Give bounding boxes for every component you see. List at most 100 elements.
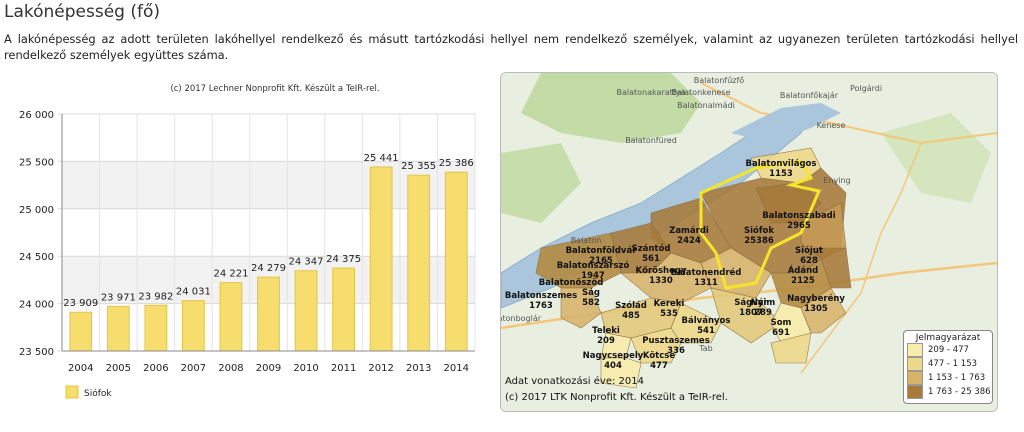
town-value-label: 485 — [622, 311, 640, 321]
x-tick-label: 2008 — [218, 363, 243, 374]
town-value-label: 1330 — [649, 276, 673, 286]
map-place-label: Kenese — [817, 121, 846, 130]
town-name-label: Pusztaszemes — [642, 336, 710, 346]
map-place-label: Balatonboglár — [501, 314, 542, 323]
map-region — [800, 287, 847, 334]
x-tick-label: 2014 — [444, 363, 469, 374]
map-legend-title: Jelmagyarázat — [915, 333, 981, 343]
y-tick-label: 25 500 — [19, 157, 54, 168]
map-legend-row: 209 - 477 — [907, 343, 992, 357]
road — [700, 82, 997, 145]
bar — [332, 267, 355, 352]
map-place-label: Enying — [823, 176, 850, 185]
bar-data-label: 25 386 — [439, 158, 474, 169]
town-value-label: 541 — [697, 326, 715, 336]
y-tick-label: 24 000 — [19, 300, 54, 311]
bar — [69, 311, 93, 352]
y-tick-label: 25 000 — [19, 205, 54, 216]
map-legend-row: 1 763 - 25 386 — [907, 385, 992, 399]
town-name-label: Balatonendréd — [671, 267, 742, 278]
chart-credit: (c) 2017 Lechner Nonprofit Kft. Készült … — [170, 83, 379, 94]
town-name-label: Kereki — [654, 299, 685, 309]
map-place-label: Tab — [698, 344, 713, 353]
bar — [369, 166, 393, 352]
bar — [407, 174, 431, 352]
map-place-label: Balatonkenese — [672, 88, 731, 97]
bar-data-label: 25 441 — [364, 153, 399, 164]
town-name-label: Nagycsepely — [583, 351, 644, 361]
town-name-label: Siójut — [795, 245, 823, 256]
town-name-label: Kötcse — [643, 351, 675, 361]
bar-data-label: 24 375 — [326, 254, 361, 265]
town-value-label: 1947 — [581, 271, 605, 281]
map-legend-label: 209 - 477 — [928, 345, 969, 355]
town-value-label: 535 — [660, 309, 678, 319]
map-region — [710, 287, 782, 344]
town-name-label: Szántód — [632, 243, 671, 254]
map-place-label: Balatonfőkajár — [780, 91, 839, 100]
town-name-label: Ság — [582, 288, 600, 298]
bar — [144, 304, 168, 352]
bar — [182, 300, 205, 352]
bar-data-label: 23 971 — [101, 292, 136, 303]
grid-band — [62, 161, 475, 209]
forest-area — [521, 73, 701, 143]
town-name-label: Balatonvilágos — [746, 159, 817, 169]
x-tick-label: 2010 — [293, 363, 318, 374]
town-name-label: Balatonőszöd — [539, 278, 604, 288]
map-place-label: Balatonfüred — [625, 136, 677, 145]
bar-data-label: 24 347 — [289, 257, 324, 268]
town-name-label: Szólád — [615, 300, 647, 311]
bar-data-label: 24 031 — [176, 287, 211, 298]
map-place-label: Balatonfűzfő — [694, 76, 745, 85]
town-value-label: 25386 — [744, 236, 774, 246]
town-value-label: 2424 — [677, 236, 701, 246]
bar — [219, 282, 243, 352]
town-value-label: 1311 — [694, 278, 718, 288]
forest-area — [881, 113, 991, 203]
map-region — [630, 327, 682, 364]
town-name-label: Zamárdi — [669, 226, 709, 236]
map-place-label: Balatonalmádi — [677, 101, 735, 110]
town-name-label: Teleki — [592, 326, 620, 336]
highlighted-siofok-border — [699, 159, 822, 290]
town-value-label: 1807 — [739, 308, 763, 318]
x-tick-label: 2007 — [181, 363, 206, 374]
bar — [444, 171, 468, 352]
town-value-label: 336 — [667, 346, 685, 356]
map-legend: Jelmagyarázat 209 - 477 477 - 1 153 1 153 … — [903, 330, 993, 404]
town-value-label: 289 — [754, 308, 772, 318]
map-legend-row: 477 - 1 153 — [907, 357, 992, 371]
town-name-label: Ságvár — [734, 298, 768, 308]
x-tick-label: 2011 — [331, 363, 356, 374]
town-name-label: Bálványos — [682, 316, 731, 326]
map-legend-swatch — [907, 371, 923, 385]
map-legend-label: 1 153 - 1 763 — [928, 373, 986, 383]
map-region — [670, 302, 722, 344]
map-region — [810, 247, 852, 289]
town-name-label: Balatonföldvár — [566, 246, 638, 256]
town-name-label: Balatonszemes — [505, 291, 577, 301]
town-value-label: 477 — [650, 361, 668, 371]
town-name-label: Siófok — [744, 225, 774, 236]
map-legend-swatch — [907, 343, 923, 357]
chart-svg: (c) 2017 Lechner Nonprofit Kft. Készült … — [19, 83, 476, 399]
y-tick-label: 23 500 — [19, 347, 54, 358]
map-legend-label: 477 - 1 153 — [928, 359, 978, 369]
town-name-label: Nagyberény — [787, 293, 845, 304]
x-tick-label: 2009 — [256, 363, 281, 374]
town-value-label: 628 — [800, 256, 818, 266]
map-place-label: Balatonakarattya — [616, 88, 685, 97]
town-value-label: 404 — [604, 361, 622, 371]
bar — [257, 276, 280, 352]
town-value-label: 1763 — [529, 301, 553, 311]
map-credit-note: (c) 2017 LTK Nonprofit Kft. Készült a Te… — [505, 392, 728, 403]
bar — [294, 270, 318, 352]
x-tick-label: 2005 — [106, 363, 131, 374]
town-value-label: 2165 — [589, 256, 613, 266]
map-panel[interactable]: Balatonakarattya Balatonkenese Balatonfűzf… — [500, 72, 998, 412]
map-place-label: Polgárdi — [850, 84, 882, 93]
town-value-label: 691 — [772, 328, 790, 338]
town-name-label: Som — [771, 318, 792, 328]
map-legend-row: 1 153 - 1 763 — [907, 371, 992, 385]
